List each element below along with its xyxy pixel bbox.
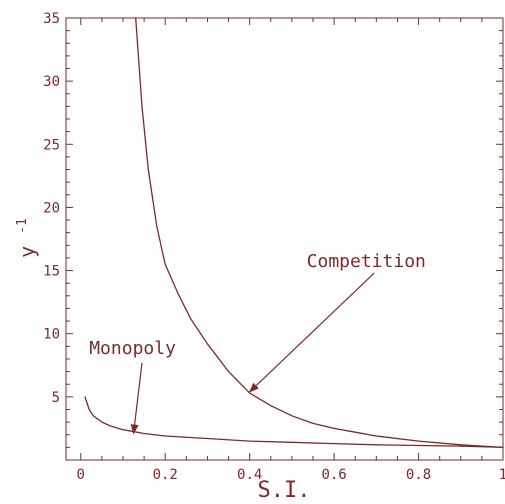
y-tick-label: 20 (43, 200, 60, 216)
y-tick-label: 5 (52, 390, 60, 406)
y-axis-label-base: y (15, 246, 39, 258)
annotation-label-monopoly: Monopoly (89, 338, 176, 359)
x-tick-label: 0.4 (237, 467, 262, 483)
annotation-label-competition: Competition (307, 251, 426, 272)
annotation-arrow-monopoly (130, 362, 143, 435)
y-tick-label: 25 (43, 137, 60, 153)
x-tick-label: 1 (499, 467, 505, 483)
y-axis-label: y -1 (15, 218, 39, 258)
y-tick-label: 30 (43, 74, 60, 90)
series-line-competition (135, 17, 504, 449)
y-tick-label: 35 (43, 11, 60, 27)
plot-frame (65, 17, 504, 461)
y-tick-label: 15 (43, 264, 60, 280)
x-tick-label: 0.8 (406, 467, 431, 483)
series-line-monopoly (84, 396, 504, 449)
y-axis-label-superscript: -1 (15, 218, 30, 234)
x-tick-label: 0 (77, 467, 85, 483)
y-tick-label: 10 (43, 327, 60, 343)
annotation-arrow-competition (248, 272, 375, 393)
x-axis-label: S.I. (258, 478, 311, 500)
x-tick-label: 0.2 (153, 467, 178, 483)
x-tick-label: 0.6 (321, 467, 346, 483)
